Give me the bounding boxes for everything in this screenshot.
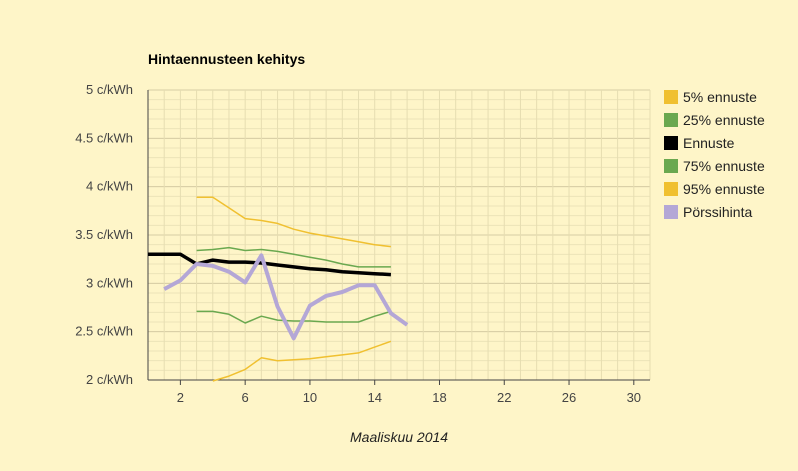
x-tick-label: 6	[242, 390, 249, 405]
x-tick-label: 30	[627, 390, 641, 405]
y-tick-label: 4.5 c/kWh	[75, 130, 133, 145]
chart-title: Hintaennusteen kehitys	[148, 51, 306, 67]
legend-label: 5% ennuste	[683, 89, 757, 105]
x-tick-label: 26	[562, 390, 576, 405]
y-tick-label: 3 c/kWh	[86, 275, 133, 290]
legend-swatch	[664, 136, 678, 150]
series-lines	[148, 196, 409, 382]
series-line-25-ennuste	[196, 310, 392, 324]
x-tick-label: 22	[497, 390, 511, 405]
legend-label: 75% ennuste	[683, 158, 765, 174]
legend-swatch	[664, 90, 678, 104]
x-tick-label: 10	[303, 390, 317, 405]
y-tick-label: 2.5 c/kWh	[75, 324, 133, 339]
x-axis-labels: 2 6 10 14 18 22 26 30	[177, 390, 641, 405]
series-line-ennuste	[148, 252, 391, 277]
legend-label: 25% ennuste	[683, 112, 765, 128]
legend-label: Ennuste	[683, 135, 735, 151]
legend-label: Pörssihinta	[683, 204, 753, 220]
y-tick-label: 4 c/kWh	[86, 179, 133, 194]
legend-swatch	[664, 205, 678, 219]
y-tick-label: 3.5 c/kWh	[75, 227, 133, 242]
series-line-75-ennuste	[196, 246, 391, 268]
y-tick-label: 5 c/kWh	[86, 82, 133, 97]
x-tick-label: 2	[177, 390, 184, 405]
x-axis-title: Maaliskuu 2014	[350, 429, 449, 445]
y-tick-label: 2 c/kWh	[86, 372, 133, 387]
legend-label: 95% ennuste	[683, 181, 765, 197]
legend-swatch	[664, 182, 678, 196]
series-line-p-rssihinta	[163, 253, 409, 341]
legend-swatch	[664, 159, 678, 173]
grid	[147, 89, 651, 385]
x-tick-label: 14	[367, 390, 381, 405]
series-line-5-ennuste	[212, 340, 392, 382]
y-axis-labels: 2 c/kWh 2.5 c/kWh 3 c/kWh 3.5 c/kWh 4 c/kWh 4…	[75, 82, 133, 387]
series-line-95-ennuste	[196, 196, 391, 248]
x-tick-label: 18	[432, 390, 446, 405]
legend-swatch	[664, 113, 678, 127]
